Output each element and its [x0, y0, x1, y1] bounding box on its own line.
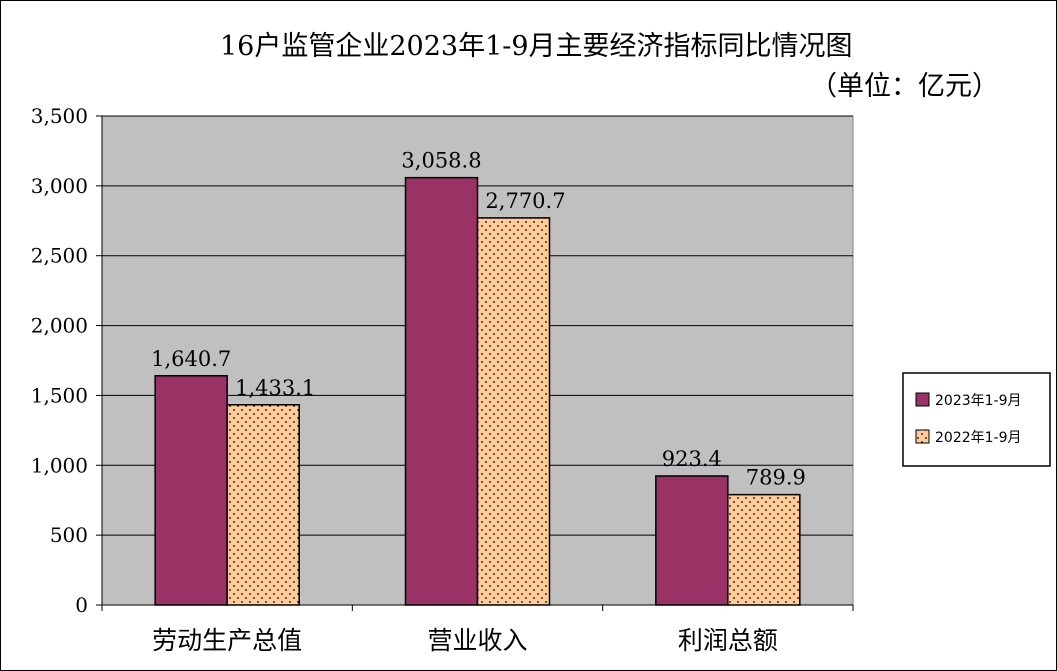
legend-label: 2022年1-9月: [935, 430, 1022, 446]
y-tick-label: 1,000: [31, 453, 88, 477]
data-label: 3,058.8: [401, 149, 481, 173]
bar: [404, 176, 479, 606]
data-label: 1,640.7: [151, 347, 231, 371]
y-tick-label: 3,000: [31, 174, 88, 198]
x-tick-label: 利润总额: [678, 626, 778, 655]
bar: [655, 475, 729, 606]
y-tick-labels: 0 500 1,000 1,500 2,000 2,500 3,000 3,500: [31, 104, 88, 617]
y-tick-label: 0: [75, 593, 88, 617]
data-label: 789.9: [746, 466, 806, 490]
legend-swatch: [915, 429, 930, 444]
chart-subtitle: （单位：亿元）: [810, 71, 999, 102]
data-label: 1,433.1: [235, 376, 315, 400]
bar: [154, 375, 228, 606]
y-tick-label: 1,500: [31, 383, 88, 407]
x-tick-label: 营业收入: [427, 626, 527, 655]
y-tick-label: 3,500: [31, 104, 88, 128]
legend-label: 2023年1-9月: [935, 393, 1022, 409]
x-tick-label: 劳动生产总值: [152, 626, 302, 655]
data-labels: 1,640.71,433.1 3,058.82,770.7 923.4 789.9: [151, 149, 806, 490]
y-tick-label: 2,500: [31, 244, 88, 268]
legend-swatch: [915, 392, 930, 407]
y-tick-label: 500: [50, 523, 88, 547]
legend: 2023年1-9月 2022年1-9月: [902, 372, 1051, 467]
bar: [226, 404, 300, 606]
data-label: 2,770.7: [485, 189, 565, 213]
data-label: 923.4: [662, 447, 722, 471]
legend-box: [902, 372, 1051, 467]
y-tick-label: 2,000: [31, 314, 88, 338]
chart-title: 16户监管企业2023年1-9月主要经济指标同比情况图: [220, 31, 853, 62]
bar: [476, 217, 551, 606]
x-tick-labels: 劳动生产总值 营业收入 利润总额: [152, 626, 778, 655]
bar: [727, 493, 801, 606]
axes: [96, 115, 854, 611]
